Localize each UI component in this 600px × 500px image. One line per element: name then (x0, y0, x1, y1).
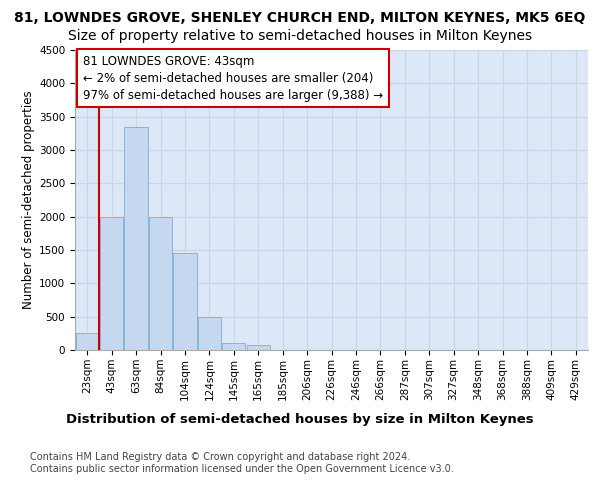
Bar (100, 216, 123, 350)
Text: 81 LOWNDES GROVE: 43sqm
← 2% of semi-detached houses are smaller (204)
97% of se: 81 LOWNDES GROVE: 43sqm ← 2% of semi-det… (83, 54, 383, 102)
Text: Distribution of semi-detached houses by size in Milton Keynes: Distribution of semi-detached houses by … (66, 412, 534, 426)
Bar (247, 345, 270, 350)
Bar (173, 254, 197, 350)
Bar (198, 316, 221, 350)
Y-axis label: Number of semi-detached properties: Number of semi-detached properties (22, 90, 35, 310)
Text: Contains HM Land Registry data © Crown copyright and database right 2024.
Contai: Contains HM Land Registry data © Crown c… (30, 452, 454, 474)
Bar (76, 334, 99, 350)
Bar (149, 216, 172, 350)
Text: 81, LOWNDES GROVE, SHENLEY CHURCH END, MILTON KEYNES, MK5 6EQ: 81, LOWNDES GROVE, SHENLEY CHURCH END, M… (14, 11, 586, 25)
Text: Size of property relative to semi-detached houses in Milton Keynes: Size of property relative to semi-detach… (68, 29, 532, 43)
Bar (222, 344, 245, 350)
Bar (124, 126, 148, 350)
